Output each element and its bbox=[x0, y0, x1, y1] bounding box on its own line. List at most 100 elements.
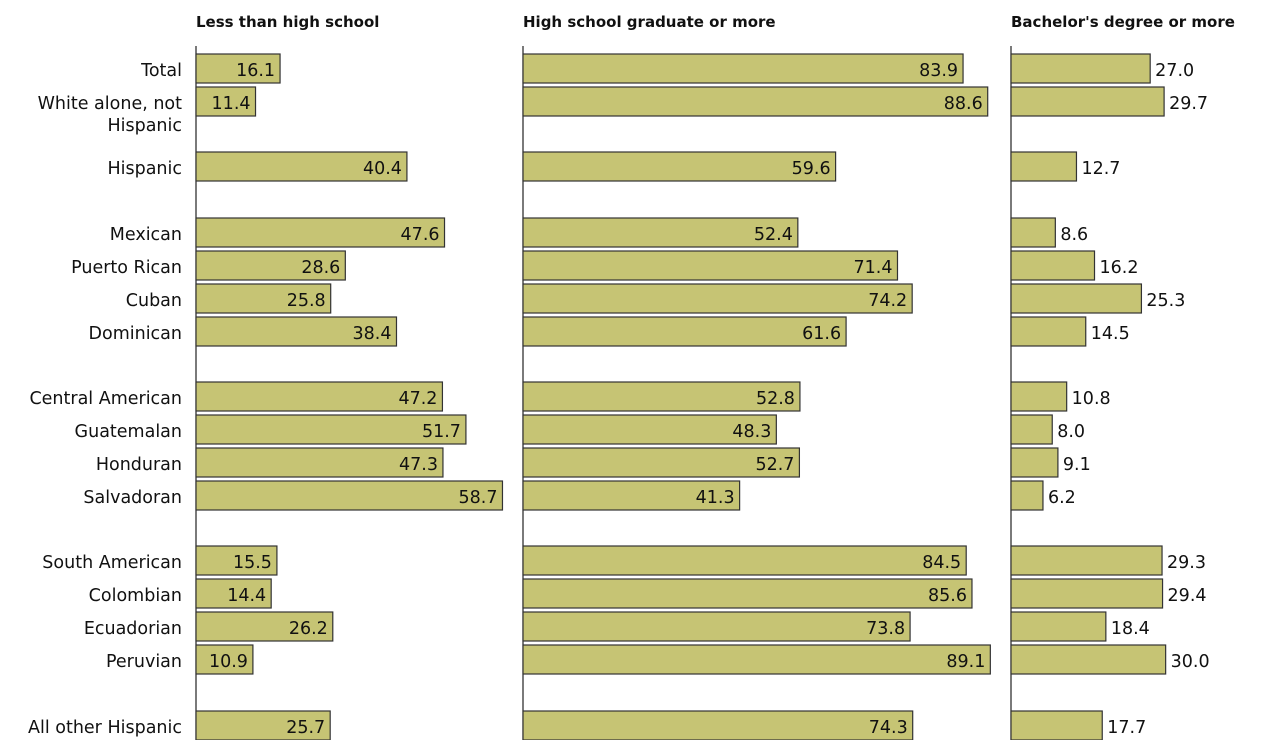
bar bbox=[195, 447, 444, 478]
bar bbox=[1010, 151, 1078, 182]
data-label: 16.1 bbox=[236, 61, 275, 81]
data-label: 25.3 bbox=[1146, 291, 1185, 311]
data-label: 26.2 bbox=[289, 619, 328, 639]
bar bbox=[1010, 316, 1087, 347]
category-label: Salvadoran bbox=[83, 488, 182, 508]
bar bbox=[195, 217, 446, 248]
bar bbox=[1010, 250, 1096, 281]
data-label: 71.4 bbox=[854, 258, 893, 278]
bar bbox=[522, 578, 973, 609]
data-label: 25.8 bbox=[287, 291, 326, 311]
bar bbox=[522, 414, 777, 445]
data-label: 18.4 bbox=[1111, 619, 1150, 639]
data-label: 47.6 bbox=[401, 225, 440, 245]
bar bbox=[1010, 53, 1151, 84]
category-label: Mexican bbox=[110, 225, 182, 245]
bar bbox=[522, 545, 967, 576]
data-label: 40.4 bbox=[363, 159, 402, 179]
data-label: 84.5 bbox=[922, 553, 961, 573]
data-label: 15.5 bbox=[233, 553, 272, 573]
data-label: 10.8 bbox=[1072, 389, 1111, 409]
bar bbox=[1010, 611, 1107, 642]
data-label: 47.3 bbox=[399, 455, 438, 475]
bar bbox=[1010, 414, 1053, 445]
panel-title: Bachelor's degree or more bbox=[1011, 13, 1235, 31]
data-label: 30.0 bbox=[1171, 652, 1210, 672]
bar bbox=[195, 414, 467, 445]
bar bbox=[195, 545, 278, 576]
bar bbox=[195, 611, 334, 642]
category-label: Peruvian bbox=[106, 652, 182, 672]
data-label: 52.7 bbox=[755, 455, 794, 475]
category-label: Dominican bbox=[89, 324, 182, 344]
bar bbox=[1010, 545, 1163, 576]
data-label: 73.8 bbox=[866, 619, 905, 639]
data-label: 83.9 bbox=[919, 61, 958, 81]
bar bbox=[522, 250, 899, 281]
bar bbox=[195, 710, 331, 740]
bar bbox=[195, 151, 408, 182]
category-label: Central American bbox=[29, 389, 182, 409]
bar bbox=[522, 217, 799, 248]
data-label: 17.7 bbox=[1107, 718, 1146, 738]
data-label: 14.5 bbox=[1091, 324, 1130, 344]
data-label: 9.1 bbox=[1063, 455, 1091, 475]
data-label: 61.6 bbox=[802, 324, 841, 344]
data-label: 8.6 bbox=[1060, 225, 1088, 245]
category-label: Guatemalan bbox=[75, 422, 182, 442]
data-label: 89.1 bbox=[946, 652, 985, 672]
data-label: 14.4 bbox=[227, 586, 266, 606]
bar bbox=[195, 316, 398, 347]
data-label: 11.4 bbox=[212, 94, 251, 114]
bar bbox=[195, 283, 332, 314]
data-label: 52.8 bbox=[756, 389, 795, 409]
bar bbox=[522, 447, 801, 478]
data-label: 12.7 bbox=[1081, 159, 1120, 179]
data-label: 29.7 bbox=[1169, 94, 1208, 114]
category-label: Total bbox=[140, 61, 182, 81]
bar bbox=[522, 611, 911, 642]
data-label: 88.6 bbox=[944, 94, 983, 114]
data-label: 8.0 bbox=[1057, 422, 1085, 442]
data-label: 28.6 bbox=[301, 258, 340, 278]
bar bbox=[522, 381, 801, 412]
data-label: 74.3 bbox=[869, 718, 908, 738]
category-label: Honduran bbox=[96, 455, 182, 475]
bar bbox=[195, 381, 444, 412]
bar bbox=[522, 316, 847, 347]
bar bbox=[195, 53, 281, 84]
bar bbox=[1010, 217, 1056, 248]
bar bbox=[1010, 447, 1059, 478]
data-label: 16.2 bbox=[1100, 258, 1139, 278]
bar bbox=[522, 710, 914, 740]
bar bbox=[195, 578, 272, 609]
bar bbox=[1010, 480, 1044, 511]
category-label: Colombian bbox=[89, 586, 182, 606]
bar bbox=[1010, 710, 1103, 740]
data-label: 58.7 bbox=[459, 488, 498, 508]
bar bbox=[195, 86, 257, 117]
bar bbox=[1010, 644, 1167, 675]
bar bbox=[195, 480, 504, 511]
data-label: 52.4 bbox=[754, 225, 793, 245]
bar bbox=[1010, 381, 1068, 412]
bar bbox=[195, 250, 346, 281]
data-label: 51.7 bbox=[422, 422, 461, 442]
bar bbox=[522, 151, 837, 182]
data-label: 29.3 bbox=[1167, 553, 1206, 573]
category-label: Ecuadorian bbox=[84, 619, 182, 639]
data-label: 25.7 bbox=[286, 718, 325, 738]
data-label: 38.4 bbox=[353, 324, 392, 344]
data-label: 85.6 bbox=[928, 586, 967, 606]
data-label: 10.9 bbox=[209, 652, 248, 672]
bar bbox=[522, 86, 989, 117]
category-label: Hispanic bbox=[107, 116, 182, 136]
category-label: Puerto Rican bbox=[71, 258, 182, 278]
data-label: 48.3 bbox=[732, 422, 771, 442]
panel-title: High school graduate or more bbox=[523, 13, 776, 31]
category-label: All other Hispanic bbox=[28, 718, 182, 738]
data-label: 47.2 bbox=[398, 389, 437, 409]
bar bbox=[1010, 86, 1165, 117]
category-label: White alone, not bbox=[38, 94, 183, 114]
